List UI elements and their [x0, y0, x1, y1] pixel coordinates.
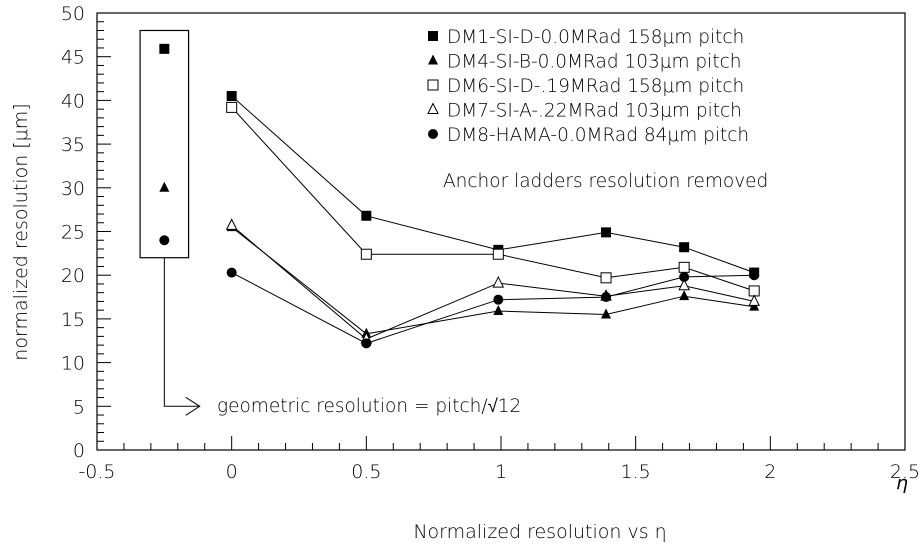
filled-circle-marker [428, 129, 438, 139]
geometric-note: geometric resolution = pitch/√12 [217, 396, 521, 417]
y-tick-label: 10 [61, 353, 85, 375]
series-line [231, 272, 755, 344]
open-square-marker [678, 261, 690, 273]
anchor-note: Anchor ladders resolution removed [443, 171, 768, 192]
filled-square-marker [159, 43, 170, 54]
filled-square-marker [361, 210, 372, 221]
filled-square-marker [428, 31, 438, 41]
open-triangle-marker [748, 294, 760, 306]
y-tick-label: 50 [61, 3, 85, 25]
filled-triangle-marker [679, 290, 690, 301]
open-square-marker [492, 248, 504, 260]
filled-triangle-marker [159, 181, 170, 192]
open-triangle-marker [225, 218, 238, 230]
x-tick-label: 2 [764, 461, 776, 483]
series-line [231, 225, 755, 340]
x-tick-label: 2.5 [890, 461, 920, 483]
x-tick-label: 0.5 [351, 461, 381, 483]
filled-triangle-marker [493, 305, 504, 316]
y-tick-label: 45 [61, 47, 85, 69]
x-tick-label: 1 [495, 461, 507, 483]
open-square-marker [600, 272, 612, 284]
chart-caption: Normalized resolution vs η [413, 521, 666, 543]
filled-circle-marker [226, 267, 237, 278]
y-tick-label: 30 [61, 178, 85, 200]
filled-circle-marker [679, 271, 690, 282]
filled-circle-marker [493, 294, 504, 305]
filled-square-marker [226, 91, 237, 102]
filled-square-marker [679, 242, 690, 253]
y-tick-label: 0 [73, 440, 85, 462]
x-axis-label: η [896, 472, 908, 494]
legend-entry: DM7-SI-A-.22MRad 103μm pitch [447, 101, 742, 122]
geometric-box [139, 29, 190, 259]
y-axis-label: normalized resolution [μm] [10, 103, 32, 360]
geometric-arrow-head [185, 396, 201, 416]
series-markers [225, 91, 760, 349]
filled-circle-marker [601, 292, 612, 303]
open-triangle-marker [678, 278, 690, 291]
legend-entry: DM4-SI-B-0.0MRad 103μm pitch [447, 52, 741, 73]
y-tick-label: 25 [61, 222, 85, 244]
open-triangle-marker [492, 275, 505, 288]
y-tick-label: 40 [61, 90, 85, 112]
axis-ticks [96, 12, 906, 451]
series-lines [231, 95, 755, 344]
filled-triangle-marker [428, 54, 438, 65]
open-square-marker [226, 101, 238, 113]
legend: DM1-SI-D-0.0MRad 158μm pitch DM4-SI-B-0.0… [427, 27, 749, 146]
geometric-resolution-box [139, 29, 201, 416]
y-tick-label: 5 [73, 396, 85, 418]
legend-entry: DM1-SI-D-0.0MRad 158μm pitch [447, 27, 744, 48]
x-tick-label: -0.5 [78, 461, 115, 483]
series-line [231, 226, 755, 335]
filled-circle-marker [159, 235, 170, 246]
open-square-marker [360, 248, 372, 260]
geometric-arrow-line [163, 257, 200, 407]
x-tick-label: 1.5 [621, 461, 651, 483]
y-tick-label: 35 [61, 134, 85, 156]
open-triangle-marker [427, 102, 439, 114]
x-tick-label: 0 [226, 461, 238, 483]
y-tick-label: 20 [61, 265, 85, 287]
legend-entry: DM6-SI-D-.19MRad 158μm pitch [447, 76, 744, 97]
y-tick-label: 15 [61, 309, 85, 331]
filled-circle-marker [361, 338, 372, 349]
open-square-marker [427, 79, 439, 91]
filled-triangle-marker [601, 308, 612, 319]
filled-square-marker [601, 227, 612, 238]
series-line [231, 107, 755, 292]
series-line [231, 95, 755, 274]
filled-circle-marker [749, 270, 760, 281]
legend-entry: DM8-HAMA-0.0MRad 84μm pitch [447, 125, 749, 146]
